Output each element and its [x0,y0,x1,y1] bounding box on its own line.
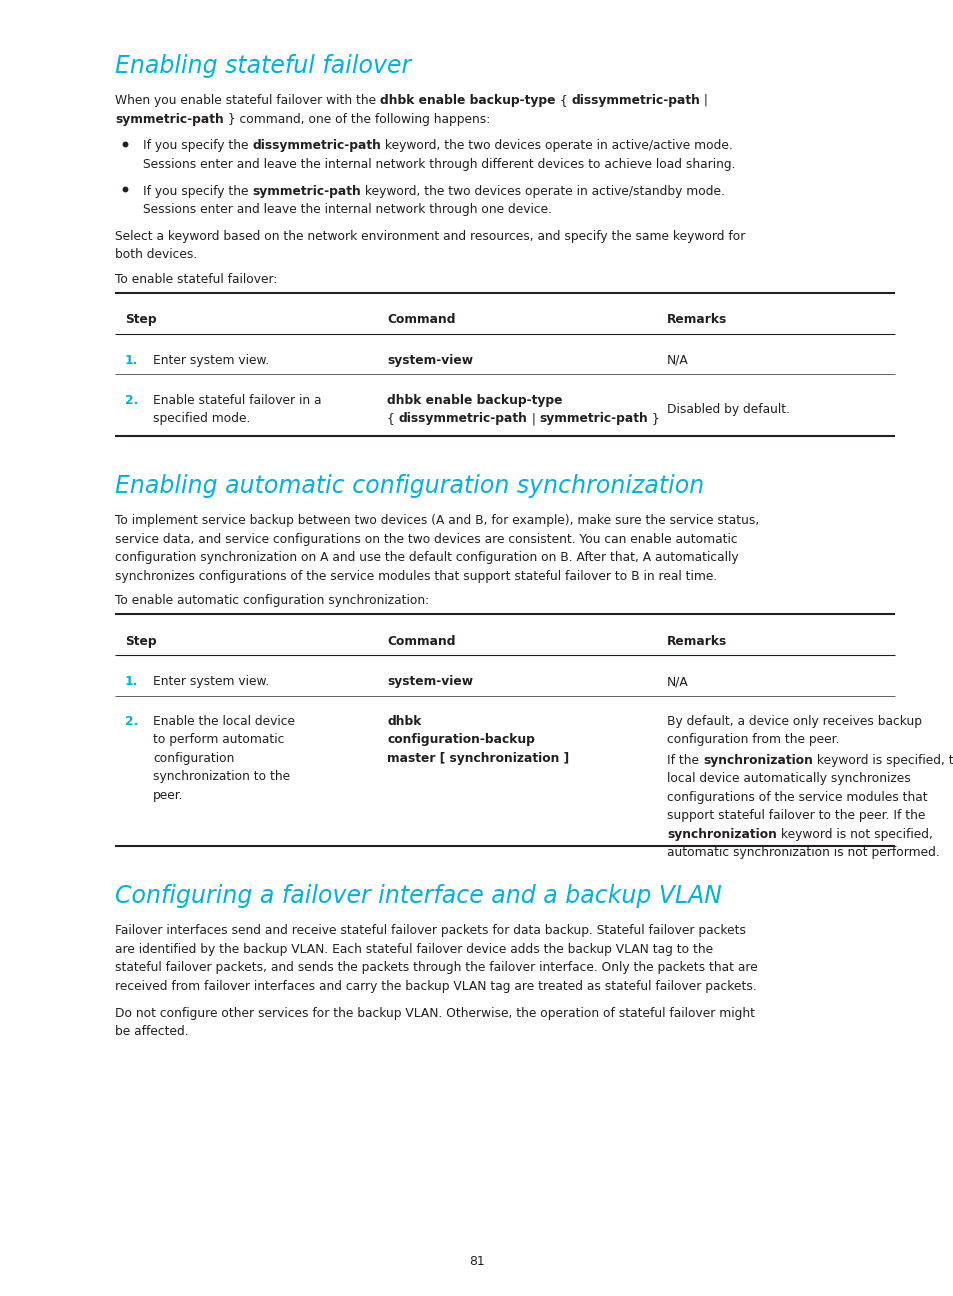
Text: symmetric-path: symmetric-path [253,184,361,198]
Text: synchronization to the: synchronization to the [152,771,290,784]
Text: symmetric-path: symmetric-path [538,412,647,425]
Text: be affected.: be affected. [115,1025,189,1038]
Text: system-view: system-view [387,354,473,367]
Text: }: } [647,412,659,425]
Text: To implement service backup between two devices (A and B, for example), make sur: To implement service backup between two … [115,515,759,527]
Text: {: { [387,412,398,425]
Text: N/A: N/A [666,354,688,367]
Text: configuration: configuration [152,752,234,765]
Text: stateful failover packets, and sends the packets through the failover interface.: stateful failover packets, and sends the… [115,962,757,975]
Text: Enter system view.: Enter system view. [152,675,269,688]
Text: } command, one of the following happens:: } command, one of the following happens: [224,113,490,126]
Text: dhbk: dhbk [387,715,421,728]
Text: 2.: 2. [125,715,138,728]
Text: keyword, the two devices operate in active/active mode.: keyword, the two devices operate in acti… [381,140,732,153]
Text: 81: 81 [469,1255,484,1267]
Text: Sessions enter and leave the internal network through one device.: Sessions enter and leave the internal ne… [143,203,552,216]
Text: When you enable stateful failover with the: When you enable stateful failover with t… [115,95,379,108]
Text: Enabling automatic configuration synchronization: Enabling automatic configuration synchro… [115,474,703,498]
Text: {: { [555,95,571,108]
Text: dissymmetric-path: dissymmetric-path [571,95,700,108]
Text: automatic synchronization is not performed.: automatic synchronization is not perform… [666,846,939,859]
Text: If you specify the: If you specify the [143,140,253,153]
Text: both devices.: both devices. [115,249,197,262]
Text: Enable stateful failover in a: Enable stateful failover in a [152,394,321,407]
Text: |: | [527,412,538,425]
Text: to perform automatic: to perform automatic [152,734,284,746]
Text: 1.: 1. [125,354,138,367]
Text: To enable stateful failover:: To enable stateful failover: [115,272,277,285]
Text: Disabled by default.: Disabled by default. [666,403,789,416]
Text: Failover interfaces send and receive stateful failover packets for data backup. : Failover interfaces send and receive sta… [115,924,745,937]
Text: are identified by the backup VLAN. Each stateful failover device adds the backup: are identified by the backup VLAN. Each … [115,942,713,956]
Text: Command: Command [387,314,455,327]
Text: Remarks: Remarks [666,635,726,648]
Text: configuration synchronization on A and use the default configuration on B. After: configuration synchronization on A and u… [115,551,738,564]
Text: If the: If the [666,754,702,767]
Text: synchronizes configurations of the service modules that support stateful failove: synchronizes configurations of the servi… [115,570,717,583]
Text: Step: Step [125,635,156,648]
Text: keyword is specified, the: keyword is specified, the [812,754,953,767]
Text: Step: Step [125,314,156,327]
Text: specified mode.: specified mode. [152,412,250,425]
Text: Command: Command [387,635,455,648]
Text: If you specify the: If you specify the [143,184,253,198]
Text: Remarks: Remarks [666,314,726,327]
Text: service data, and service configurations on the two devices are consistent. You : service data, and service configurations… [115,533,737,546]
Text: local device automatically synchronizes: local device automatically synchronizes [666,772,910,785]
Text: support stateful failover to the peer. If the: support stateful failover to the peer. I… [666,809,924,823]
Text: system-view: system-view [387,675,473,688]
Text: To enable automatic configuration synchronization:: To enable automatic configuration synchr… [115,594,429,607]
Text: keyword, the two devices operate in active/standby mode.: keyword, the two devices operate in acti… [361,184,724,198]
Text: Do not configure other services for the backup VLAN. Otherwise, the operation of: Do not configure other services for the … [115,1007,754,1020]
Text: |: | [700,95,707,108]
Text: 1.: 1. [125,675,138,688]
Text: By default, a device only receives backup: By default, a device only receives backu… [666,715,921,728]
Text: configurations of the service modules that: configurations of the service modules th… [666,791,926,804]
Text: dhbk enable backup-type: dhbk enable backup-type [387,394,562,407]
Text: N/A: N/A [666,675,688,688]
Text: master [ synchronization ]: master [ synchronization ] [387,752,569,765]
Text: configuration-backup: configuration-backup [387,734,535,746]
Text: symmetric-path: symmetric-path [115,113,224,126]
Text: Enabling stateful failover: Enabling stateful failover [115,54,411,78]
Text: Configuring a failover interface and a backup VLAN: Configuring a failover interface and a b… [115,884,721,908]
Text: dissymmetric-path: dissymmetric-path [253,140,381,153]
Text: keyword is not specified,: keyword is not specified, [776,828,932,841]
Text: 2.: 2. [125,394,138,407]
Text: synchronization: synchronization [702,754,812,767]
Text: received from failover interfaces and carry the backup VLAN tag are treated as s: received from failover interfaces and ca… [115,980,756,993]
Text: peer.: peer. [152,789,183,802]
Text: Enable the local device: Enable the local device [152,715,294,728]
Text: configuration from the peer.: configuration from the peer. [666,734,839,746]
Text: Sessions enter and leave the internal network through different devices to achie: Sessions enter and leave the internal ne… [143,158,735,171]
Text: Enter system view.: Enter system view. [152,354,269,367]
Text: dhbk enable backup-type: dhbk enable backup-type [379,95,555,108]
Text: Select a keyword based on the network environment and resources, and specify the: Select a keyword based on the network en… [115,229,744,242]
Text: synchronization: synchronization [666,828,776,841]
Text: dissymmetric-path: dissymmetric-path [398,412,527,425]
